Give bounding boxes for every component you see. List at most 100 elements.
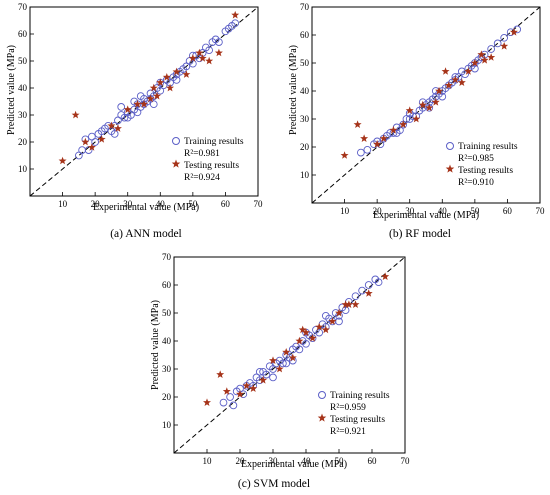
svm-legend-testing-r2: R²=0.921	[330, 427, 366, 437]
rf-testing-point	[353, 120, 362, 128]
ann-legend-training-r2: R²=0.981	[184, 149, 220, 159]
rf-plot-frame	[311, 6, 541, 204]
ann-training-point	[91, 138, 99, 146]
svm-testing-point	[351, 300, 360, 308]
rf-diagonal-line	[311, 6, 541, 204]
ann-legend-training-label: Training results	[184, 137, 244, 147]
rf-training-point	[438, 92, 447, 101]
rf-testing-point	[360, 134, 369, 142]
ann-testing-point	[198, 54, 207, 62]
svm-training-point	[364, 281, 373, 289]
ann-training-point	[84, 146, 93, 154]
rf-training-point	[357, 148, 365, 157]
ann-legend-training-marker	[172, 137, 180, 145]
ann-y-tick-label: 10	[18, 164, 28, 174]
svm-caption: (c) SVM model	[238, 478, 310, 490]
ann-testing-point	[97, 135, 106, 143]
ann-y-tick-label: 50	[18, 56, 28, 66]
ann-testing-point	[231, 10, 240, 19]
svm-testing-point	[242, 381, 251, 390]
svm-testing-point	[341, 300, 350, 308]
svm-training-point	[315, 328, 324, 337]
svm-y-tick-label: 70	[162, 252, 172, 262]
rf-training-point	[392, 129, 401, 137]
rf-testing-point	[477, 50, 486, 58]
svm-testing-point	[302, 328, 310, 336]
svm-training-point	[321, 311, 330, 320]
svm-legend-training-r2: R²=0.959	[330, 403, 366, 413]
ann-testing-point	[166, 83, 175, 92]
rf-testing-point	[399, 120, 408, 128]
svm-x-tick-label: 60	[368, 456, 378, 466]
ann-testing-point	[107, 121, 116, 130]
rf-legend-testing-r2: R²=0.910	[458, 178, 494, 188]
svm-x-tick-label: 40	[302, 456, 312, 466]
panel-svm: 10 20 30 40 50 60 70 10 20 30 40 50 60 70 Predicted v…	[150, 252, 410, 490]
rf-testing-point	[340, 151, 349, 159]
svm-training-point	[269, 373, 277, 382]
ann-x-tick-label: 60	[221, 199, 231, 209]
svm-y-tick-label: 20	[162, 392, 172, 402]
svm-testing-point	[282, 348, 291, 356]
svm-legend-training-marker	[318, 391, 326, 399]
ann-testing-point	[146, 94, 155, 103]
ann-y-tick-label: 20	[18, 137, 28, 147]
rf-legend-testing-marker	[445, 164, 455, 173]
svm-training-point	[282, 359, 291, 368]
svm-testing-point	[203, 398, 211, 406]
rf-y-tick-label: 60	[300, 30, 310, 40]
rf-y-tick-label: 10	[300, 170, 310, 180]
rf-plot-area: 10 20 30 40 50 60 70 10 20 30 40 50 60 70	[300, 2, 545, 216]
svm-testing-point	[216, 370, 225, 378]
ann-testing-point	[140, 100, 148, 108]
svm-training-point	[341, 306, 350, 315]
ann-x-tick-label: 10	[58, 199, 68, 209]
ann-testing-point	[133, 100, 142, 108]
ann-training-point	[117, 103, 126, 111]
rf-x-tick-label: 40	[438, 206, 448, 216]
ann-testing-point	[156, 78, 165, 86]
svm-training-point	[219, 398, 228, 407]
ann-training-point	[205, 46, 213, 55]
rf-y-tick-label: 70	[300, 2, 310, 12]
svm-testing-point	[315, 322, 324, 331]
svm-x-tick-label: 30	[269, 456, 279, 466]
ann-y-tick-label: 40	[18, 83, 28, 93]
svm-testing-point	[321, 325, 330, 334]
svm-testing-point	[381, 272, 390, 280]
svm-testing-point	[236, 390, 244, 398]
svm-testing-point	[222, 387, 231, 395]
svm-training-point	[262, 370, 271, 379]
svm-legend-testing-marker	[317, 413, 327, 422]
ann-testing-point	[153, 91, 162, 100]
rf-testing-point	[405, 106, 414, 114]
svm-testing-point	[364, 289, 373, 297]
svm-y-tick-label: 10	[162, 420, 172, 430]
svm-y-tick-label: 40	[162, 336, 172, 346]
svm-testing-point	[335, 308, 343, 317]
ann-testing-point	[162, 73, 171, 81]
ann-legend-testing-marker	[171, 159, 181, 168]
rf-testing-point	[444, 81, 453, 89]
rf-legend-testing-label: Testing results	[458, 166, 513, 176]
rf-x-tick-label: 20	[373, 206, 383, 216]
ann-testing-point	[71, 110, 80, 119]
rf-testing-point	[500, 42, 509, 50]
svm-training-point	[279, 359, 287, 368]
ann-training-point	[136, 92, 145, 100]
rf-testing-point	[389, 126, 398, 134]
rf-testing-point	[464, 67, 473, 75]
svm-diagonal-line	[173, 256, 406, 454]
ann-x-tick-label: 30	[123, 199, 133, 209]
ann-legend-testing-label: Testing results	[184, 161, 239, 171]
rf-testing-point	[373, 140, 382, 148]
ann-testing-point	[182, 70, 191, 78]
ann-x-tick-label: 20	[91, 199, 101, 209]
rf-legend-training-label: Training results	[458, 142, 518, 152]
svm-x-tick-label: 20	[236, 456, 246, 466]
rf-testing-point	[451, 75, 460, 84]
svm-testing-point	[259, 376, 268, 384]
ann-y-axis-label: Predicted value (MPa)	[6, 45, 17, 135]
ann-testing-point	[172, 67, 181, 76]
